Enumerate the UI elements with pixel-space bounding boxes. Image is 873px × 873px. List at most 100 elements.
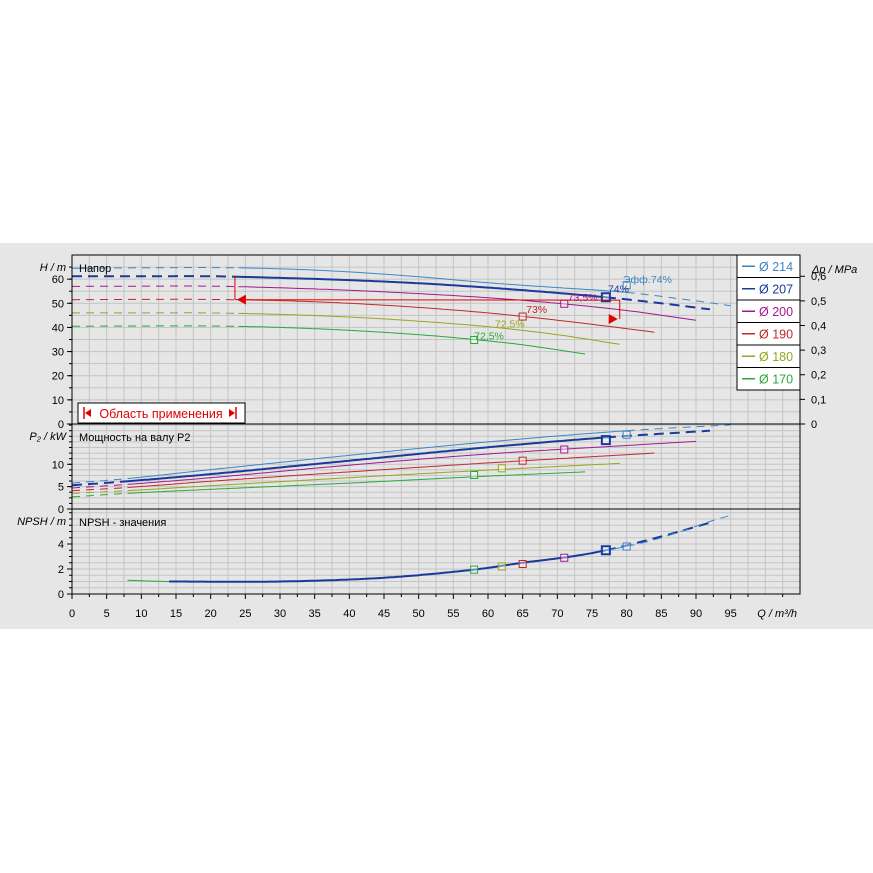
- duty-point-marker: [497, 562, 506, 571]
- x-tick-label: 10: [135, 608, 147, 620]
- right-tick-label: 0,4: [811, 320, 826, 332]
- right-tick-label: 0,5: [811, 296, 826, 308]
- x-tick-label: 45: [378, 608, 390, 620]
- y-tick-label: 0: [58, 589, 64, 601]
- x-tick-label: 65: [517, 608, 529, 620]
- series-head-1-solid: [238, 275, 607, 299]
- duty-point-marker: [600, 545, 611, 556]
- legend-item-label: Ø 207: [759, 282, 793, 296]
- x-tick-label: 35: [309, 608, 321, 620]
- bracket-right-arrow: [608, 313, 618, 324]
- x-tick-label: 50: [413, 608, 425, 620]
- panel-title-power: Мощность на валу P2: [79, 432, 191, 444]
- x-tick-label: 75: [586, 608, 598, 620]
- series-power-4-dashed-start: [71, 490, 128, 494]
- x-tick-label: 5: [104, 608, 110, 620]
- duty-point-marker: [600, 292, 611, 303]
- right-tick-label: 0: [811, 419, 817, 431]
- efficiency-label: 74%: [651, 274, 672, 286]
- duty-point-marker: [518, 312, 527, 321]
- x-tick-label: 80: [621, 608, 633, 620]
- x-tick-label: 15: [170, 608, 182, 620]
- series-head-4-solid: [238, 312, 620, 345]
- range-arrow-right-icon: [229, 409, 235, 417]
- duty-point-marker: [518, 456, 527, 465]
- y-tick-label: 5: [58, 482, 64, 494]
- pump-curve-svg: 0 5 10 15 20 25 30 35 40 45 50 55 60 65 70 75 80 85 90 95 Q …: [17, 254, 857, 620]
- duty-point-marker: [518, 560, 527, 568]
- y-tick-label: 60: [52, 274, 64, 286]
- series-power-0-solid: [127, 430, 627, 480]
- series-power-5-dashed-start: [71, 492, 128, 498]
- y-axis-label-head: H / m: [40, 262, 66, 274]
- efficiency-label: 74%: [608, 283, 629, 295]
- x-tick-label: 40: [343, 608, 355, 620]
- legend-item-label: Ø 180: [759, 350, 793, 364]
- bracket-left-arrow: [236, 294, 246, 305]
- panel-title-npsh: NPSH - значения: [79, 517, 166, 529]
- efficiency-label: 73,5%: [568, 292, 598, 304]
- series-head-0-solid: [238, 267, 627, 293]
- application-range-box: [77, 402, 246, 424]
- series-power-0-dashed-end: [626, 424, 731, 432]
- right-axis-label: Δp / MPa: [811, 264, 857, 276]
- efficiency-label: 73%: [526, 304, 547, 316]
- y-tick-label: 4: [58, 539, 64, 551]
- y-tick-label: 2: [58, 564, 64, 576]
- duty-point-marker: [470, 565, 479, 574]
- x-tick-label: 90: [690, 608, 702, 620]
- legend-item-label: Ø 200: [759, 305, 793, 319]
- duty-point-marker: [560, 299, 569, 308]
- right-tick-label: 0,1: [811, 394, 826, 406]
- series-head-3-solid: [238, 299, 655, 333]
- x-axis-label: Q / m³/h: [757, 608, 797, 620]
- application-range-label: Область применения: [99, 407, 222, 421]
- duty-point-marker: [470, 335, 479, 344]
- y-axis-label-power: P₂ / kW: [29, 431, 67, 443]
- bracket-right-line: [234, 299, 621, 319]
- efficiency-label: 72,5%: [495, 318, 525, 330]
- x-tick-label: 85: [655, 608, 667, 620]
- duty-point-marker: [622, 542, 631, 551]
- y-tick-label: 20: [52, 371, 64, 383]
- duty-point-marker: [470, 471, 479, 479]
- duty-point-marker: [560, 445, 569, 454]
- duty-point-marker: [622, 281, 631, 290]
- series-head-0-dashed-end: [626, 291, 731, 307]
- series-npsh-1-solid: [169, 549, 607, 583]
- right-tick-label: 0,2: [811, 370, 826, 382]
- y-tick-label: 40: [52, 322, 64, 334]
- series-power-2-dashed-start: [71, 483, 128, 489]
- duty-point-marker: [622, 430, 631, 439]
- x-tick-label: 60: [482, 608, 494, 620]
- duty-point-marker: [560, 553, 569, 562]
- y-tick-label: 10: [52, 395, 64, 407]
- pump-curve-chart: 0 5 10 15 20 25 30 35 40 45 50 55 60 65 70 75 80 85 90 95 Q …: [0, 243, 873, 629]
- series-power-2-solid: [127, 440, 697, 485]
- x-tick-label: 20: [205, 608, 217, 620]
- right-tick-label: 0,6: [811, 271, 826, 283]
- duty-point-marker: [600, 435, 611, 446]
- series-head-5-solid: [238, 325, 586, 355]
- legend-item-label: Ø 214: [759, 260, 793, 274]
- legend-item-label: Ø 170: [759, 372, 793, 386]
- y-tick-label: 50: [52, 298, 64, 310]
- y-tick-label: 10: [52, 459, 64, 471]
- duty-point-marker: [497, 464, 506, 473]
- x-tick-label: 95: [725, 608, 737, 620]
- series-power-1-dashed-start: [71, 480, 128, 487]
- series-power-3-solid: [127, 452, 655, 488]
- series-head-1-dashed-end: [605, 296, 711, 311]
- legend-item-label: Ø 190: [759, 327, 793, 341]
- y-tick-label: 30: [52, 347, 64, 359]
- x-tick-label: 0: [69, 608, 75, 620]
- x-tick-label: 25: [239, 608, 251, 620]
- series-power-1-solid: [127, 436, 606, 483]
- series-power-5-solid: [127, 471, 586, 494]
- right-tick-label: 0,3: [811, 345, 826, 357]
- x-tick-label: 30: [274, 608, 286, 620]
- series-power-0-dashed-start: [71, 478, 128, 484]
- x-tick-label: 55: [447, 608, 459, 620]
- series-power-3-dashed-start: [71, 487, 128, 492]
- series-npsh-2-dashed-end: [626, 514, 731, 547]
